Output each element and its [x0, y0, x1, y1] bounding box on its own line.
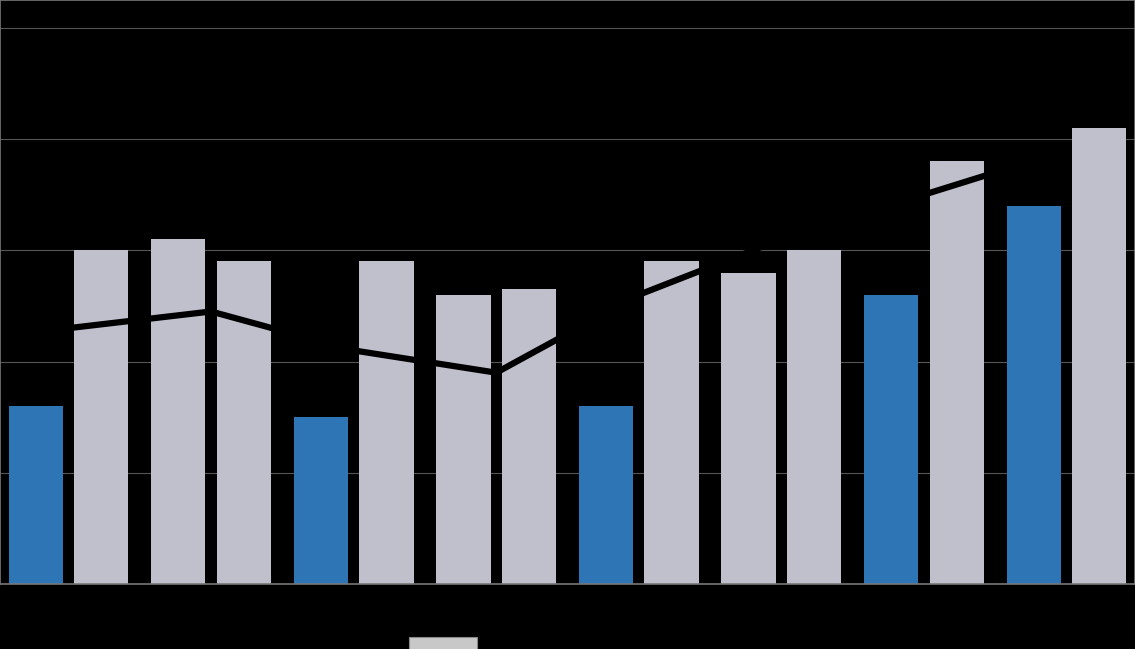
Bar: [360, 262, 413, 584]
Bar: [294, 417, 348, 584]
Bar: [930, 162, 984, 584]
Bar: [864, 295, 918, 584]
Bar: [1073, 128, 1126, 584]
Bar: [217, 262, 271, 584]
Bar: [502, 289, 556, 584]
Bar: [151, 239, 205, 584]
Bar: [579, 406, 633, 584]
Bar: [74, 251, 128, 584]
Bar: [9, 406, 62, 584]
Bar: [787, 251, 841, 584]
Bar: [645, 262, 699, 584]
FancyBboxPatch shape: [409, 637, 477, 649]
Bar: [1007, 206, 1061, 584]
Bar: [722, 273, 775, 584]
Bar: [436, 295, 490, 584]
